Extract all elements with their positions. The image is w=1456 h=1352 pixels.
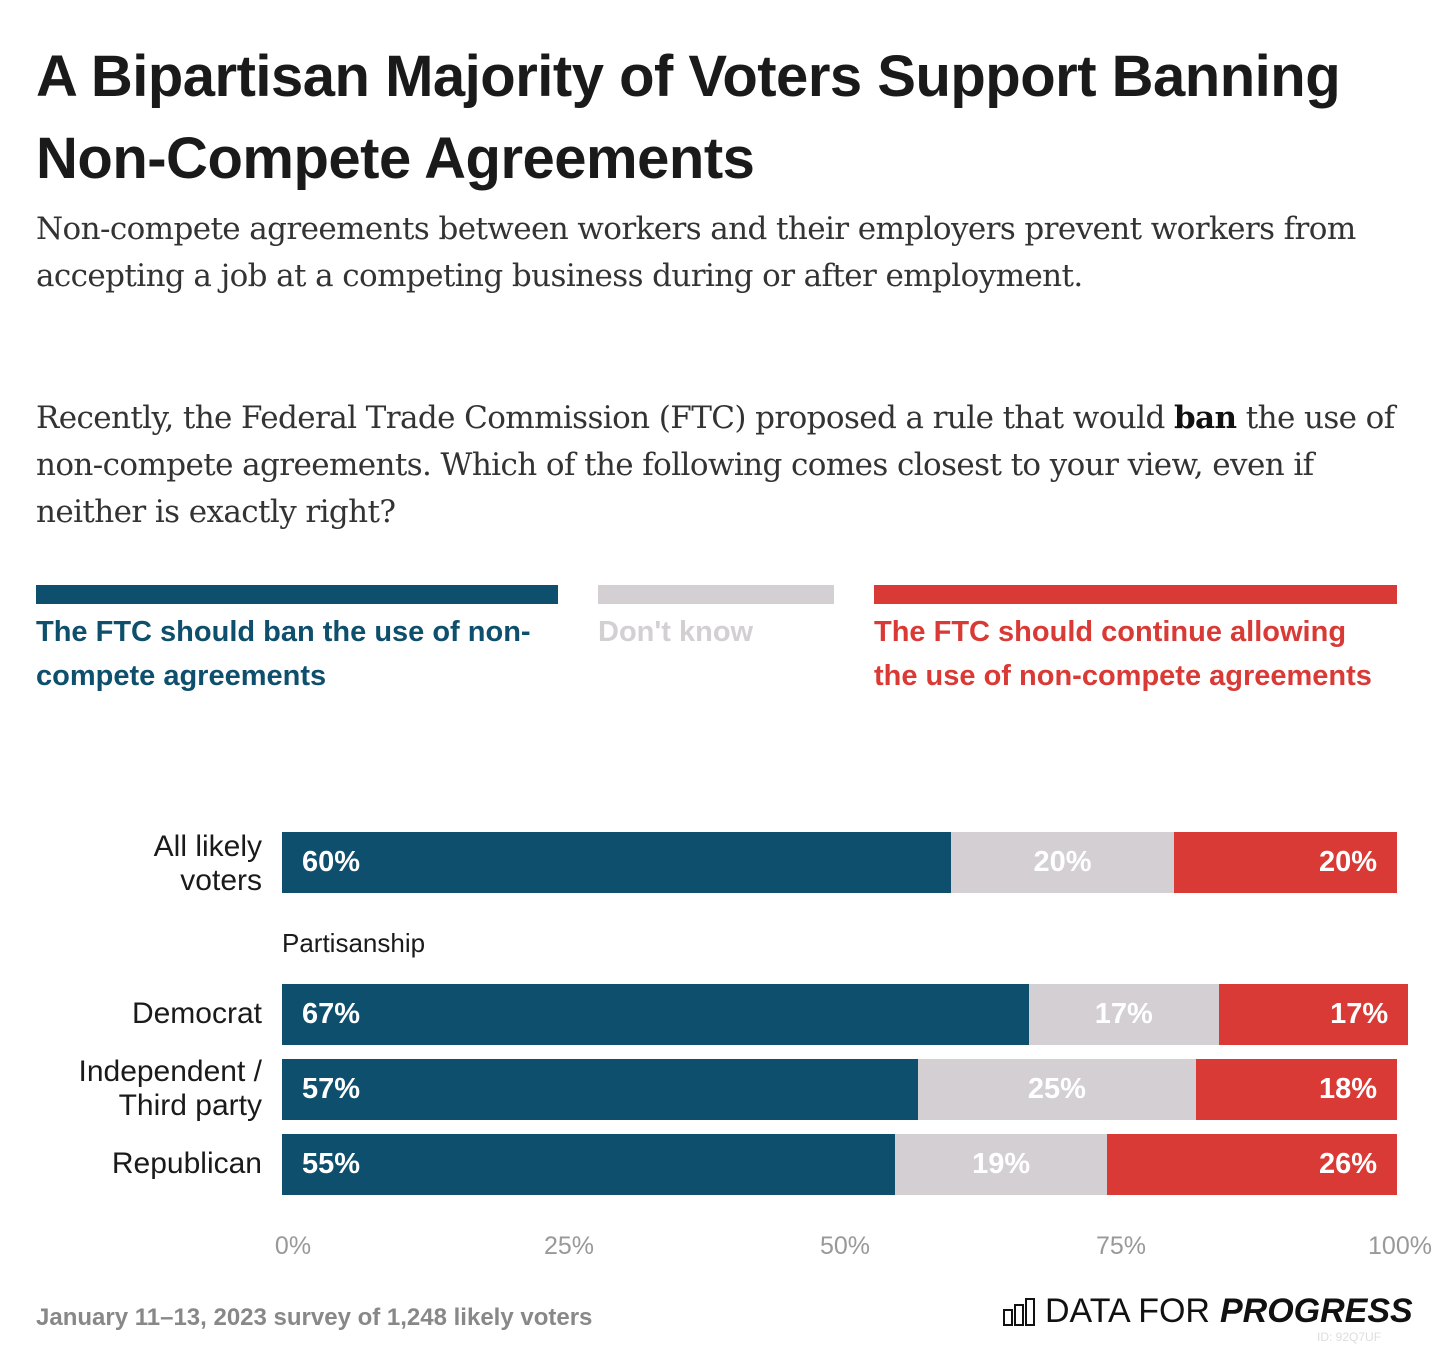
legend-swatch-continue <box>874 585 1397 604</box>
data-label: 17% <box>1094 998 1153 1030</box>
data-label: 19% <box>972 1148 1031 1180</box>
bar-row: 57% 25% 18% <box>282 1059 1397 1120</box>
row-label: Democrat <box>131 997 262 1030</box>
legend-label-ban: The FTC should ban the use of non-compet… <box>36 616 531 692</box>
logo-text-light: DATA FOR <box>1045 1292 1210 1330</box>
data-label: 26% <box>1318 1148 1377 1180</box>
x-tick-label: 100% <box>1368 1232 1432 1260</box>
legend-swatch-dont-know <box>598 585 834 604</box>
row-label: Independent / Third party <box>78 1055 262 1122</box>
bar-segment-dont-know: 17% <box>1029 984 1219 1045</box>
data-label: 55% <box>302 1148 361 1180</box>
data-label: 67% <box>302 998 361 1030</box>
subtitle-context: Non-compete agreements between workers a… <box>36 211 1356 294</box>
x-tick-label: 25% <box>543 1232 595 1260</box>
group-label: Partisanship <box>282 928 426 958</box>
bar-segment-dont-know: 20% <box>951 832 1174 893</box>
data-label: 60% <box>302 846 361 878</box>
legend-label-continue: The FTC should continue allowing the use… <box>874 616 1372 692</box>
bar-segment-ban: 60% <box>282 832 951 893</box>
bar-segment-ban: 57% <box>282 1059 918 1120</box>
question-text: Recently, the Federal Trade Commission (… <box>36 400 1174 436</box>
bar-segment-continue: 26% <box>1107 1134 1397 1195</box>
logo: DATA FOR PROGRESS <box>1003 1292 1413 1331</box>
question-bold: ban <box>1173 400 1237 436</box>
bar-segment-dont-know: 25% <box>917 1059 1197 1120</box>
data-label: 20% <box>1318 846 1377 878</box>
bar-row: 55% 19% 26% <box>282 1134 1397 1195</box>
logo-text-bold: PROGRESS <box>1219 1292 1413 1330</box>
row-label: All likely voters <box>153 830 262 897</box>
question-text-end: the use of non-compete agreements. Which… <box>36 400 1395 530</box>
chart-title: A Bipartisan Majority of Voters Support … <box>36 44 1341 191</box>
bar-segment-ban: 67% <box>282 984 1030 1045</box>
x-tick-label: 75% <box>1095 1232 1147 1260</box>
row-label: Republican <box>111 1147 262 1180</box>
bar-segment-continue: 18% <box>1196 1059 1397 1120</box>
footer-source: January 11–13, 2023 survey of 1,248 like… <box>36 1304 593 1331</box>
legend-swatch-ban <box>36 585 558 604</box>
bar-segment-continue: 17% <box>1218 984 1409 1045</box>
bar-row: 60% 20% 20% <box>282 832 1397 893</box>
bar-chart-logo-icon <box>1003 1297 1035 1326</box>
bar-row: 67% 17% 17% <box>282 984 1409 1045</box>
image-id: ID: 92Q7UF <box>1317 1330 1382 1344</box>
x-tick-label: 50% <box>819 1232 871 1260</box>
subtitle-question: Recently, the Federal Trade Commission (… <box>36 395 1416 536</box>
legend-label-dont-know: Don't know <box>598 616 754 648</box>
bar-segment-dont-know: 19% <box>895 1134 1108 1195</box>
data-label: 57% <box>302 1073 361 1105</box>
data-label: 18% <box>1318 1073 1377 1105</box>
data-label: 17% <box>1330 998 1389 1030</box>
bar-segment-continue: 20% <box>1174 832 1397 893</box>
data-label: 25% <box>1027 1073 1086 1105</box>
x-tick-label: 0% <box>274 1232 312 1260</box>
data-label: 20% <box>1033 846 1092 878</box>
bar-segment-ban: 55% <box>282 1134 896 1195</box>
